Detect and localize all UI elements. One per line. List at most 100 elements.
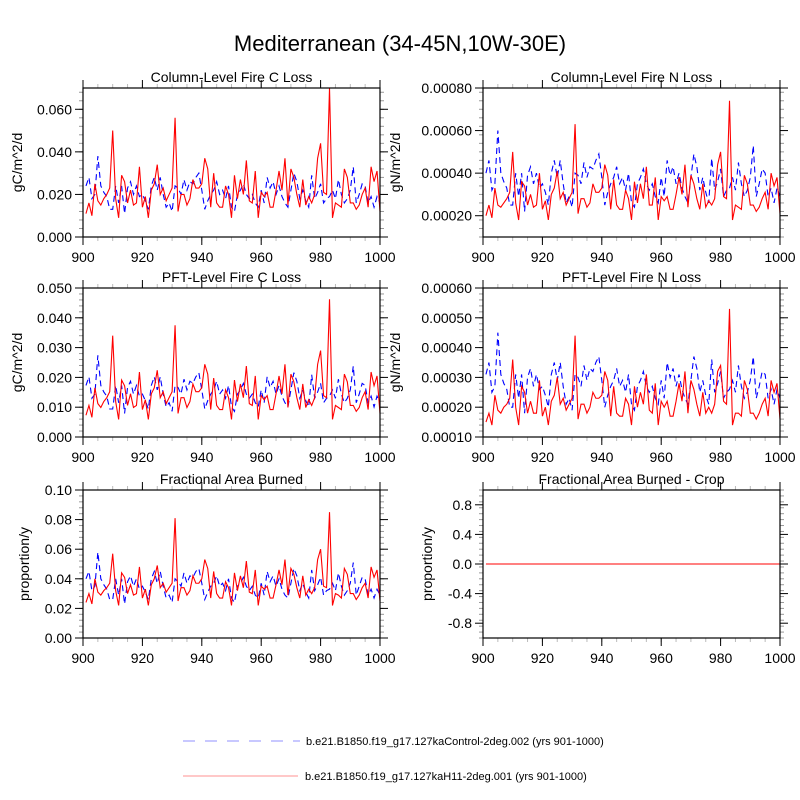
x-tick-label: 1000: [764, 650, 795, 666]
x-tick-label: 940: [190, 249, 214, 265]
x-tick-label: 920: [531, 650, 555, 666]
x-tick-label: 940: [590, 249, 614, 265]
panel-title: Fractional Area Burned: [160, 471, 303, 487]
x-tick-label: 960: [250, 650, 274, 666]
y-axis-label: proportion/y: [16, 527, 32, 601]
y-tick-label: 0.040: [37, 310, 72, 326]
y-tick-label: 0.060: [37, 101, 72, 117]
x-tick-label: 1000: [764, 249, 795, 265]
panel-3: PFT-Level Fire C Loss gC/m^2/d 0.000 0.010 0…: [9, 269, 396, 465]
y-tick-label: 0.00050: [421, 310, 472, 326]
y-tick-label: 0.000: [37, 229, 72, 245]
y-axis-label: gN/m^2/d: [387, 333, 403, 392]
y-tick-label: 0.000: [37, 429, 72, 445]
y-axis-label: proportion/y: [419, 527, 435, 601]
x-tick-label: 1000: [364, 449, 395, 465]
x-tick-label: 1000: [364, 249, 395, 265]
x-tick-label: 900: [71, 249, 95, 265]
series-line-control: [85, 552, 381, 605]
x-tick-label: 960: [650, 650, 674, 666]
y-tick-label: 0.00020: [421, 399, 472, 415]
series-line-h11: [85, 512, 381, 606]
plot-frame: [482, 287, 781, 438]
series-line-h11: [485, 100, 781, 221]
y-tick-label: 0.00060: [421, 280, 472, 296]
y-axis-label: gN/m^2/d: [387, 133, 403, 192]
y-tick-label: 0.00010: [421, 429, 472, 445]
x-tick-label: 1000: [364, 650, 395, 666]
y-tick-label: 0.4: [453, 526, 473, 542]
x-tick-label: 1000: [764, 449, 795, 465]
x-tick-label: 920: [131, 449, 155, 465]
x-tick-label: 900: [471, 449, 495, 465]
x-tick-label: 980: [709, 650, 733, 666]
y-tick-label: 0.020: [37, 186, 72, 202]
y-tick-label: 0.050: [37, 280, 72, 296]
x-tick-label: 920: [531, 249, 555, 265]
x-tick-label: 960: [650, 249, 674, 265]
x-tick-label: 940: [190, 449, 214, 465]
y-tick-label: 0.10: [45, 482, 72, 498]
x-tick-label: 960: [250, 249, 274, 265]
series-line-h11: [85, 299, 381, 420]
y-tick-label: 0.04: [45, 571, 72, 587]
panel-6: Fractional Area Burned - Crop proportion/…: [419, 471, 796, 666]
figure-title: Mediterranean (34-45N,10W-30E): [234, 31, 566, 56]
y-tick-label: 0.030: [37, 340, 72, 356]
x-tick-label: 940: [590, 449, 614, 465]
legend: b.e21.B1850.f19_g17.127kaControl-2deg.00…: [183, 736, 604, 783]
plot-frame: [82, 87, 381, 238]
y-tick-label: 0.0: [453, 556, 473, 572]
y-tick-label: 0.010: [37, 399, 72, 415]
x-tick-label: 980: [309, 449, 333, 465]
y-tick-label: 0.00040: [421, 340, 472, 356]
x-tick-label: 980: [309, 650, 333, 666]
panel-1: Column-Level Fire C Loss gC/m^2/d 0.000 0.0…: [9, 69, 396, 265]
x-tick-label: 900: [71, 650, 95, 666]
y-tick-label: 0.00040: [421, 165, 472, 181]
y-tick-label: -0.4: [448, 586, 472, 602]
legend-label-h11: b.e21.B1850.f19_g17.127kaH11-2deg.001 (y…: [305, 771, 587, 783]
series-line-control: [85, 156, 381, 214]
series-line-control: [85, 355, 381, 414]
y-tick-label: 0.00030: [421, 369, 472, 385]
panel-2: Column-Level Fire N Loss gN/m^2/d 0.00020 0…: [387, 69, 796, 265]
plot-frame: [482, 87, 781, 238]
x-tick-label: 920: [131, 249, 155, 265]
y-tick-label: 0.020: [37, 369, 72, 385]
panel-title: Column-Level Fire N Loss: [551, 69, 713, 85]
series-line-h11: [485, 308, 781, 426]
y-tick-label: 0.08: [45, 512, 72, 528]
panel-4: PFT-Level Fire N Loss gN/m^2/d 0.00010 0.00…: [387, 269, 796, 465]
x-tick-label: 900: [471, 650, 495, 666]
panel-5: Fractional Area Burned proportion/y 0.00 0.…: [16, 471, 396, 666]
y-tick-label: 0.8: [453, 497, 473, 513]
plot-frame: [82, 489, 381, 639]
series-line-control: [485, 332, 781, 414]
y-tick-label: 0.00080: [421, 80, 472, 96]
y-tick-label: 0.06: [45, 541, 72, 557]
x-tick-label: 920: [131, 650, 155, 666]
y-tick-label: -0.8: [448, 615, 472, 631]
x-tick-label: 940: [590, 650, 614, 666]
panel-title: PFT-Level Fire C Loss: [162, 269, 301, 285]
x-tick-label: 980: [709, 449, 733, 465]
y-tick-label: 0.00: [45, 630, 72, 646]
x-tick-label: 960: [650, 449, 674, 465]
x-tick-label: 980: [709, 249, 733, 265]
panel-title: PFT-Level Fire N Loss: [562, 269, 701, 285]
panel-title: Column-Level Fire C Loss: [151, 69, 313, 85]
x-tick-label: 900: [71, 449, 95, 465]
legend-label-control: b.e21.B1850.f19_g17.127kaControl-2deg.00…: [306, 736, 604, 748]
plot-frame: [82, 287, 381, 438]
x-tick-label: 940: [190, 650, 214, 666]
x-tick-label: 960: [250, 449, 274, 465]
y-tick-label: 0.00020: [421, 208, 472, 224]
x-tick-label: 900: [471, 249, 495, 265]
x-tick-label: 920: [531, 449, 555, 465]
y-tick-label: 0.00060: [421, 123, 472, 139]
panel-title: Fractional Area Burned - Crop: [539, 471, 725, 487]
y-tick-label: 0.02: [45, 600, 72, 616]
y-axis-label: gC/m^2/d: [9, 133, 25, 192]
